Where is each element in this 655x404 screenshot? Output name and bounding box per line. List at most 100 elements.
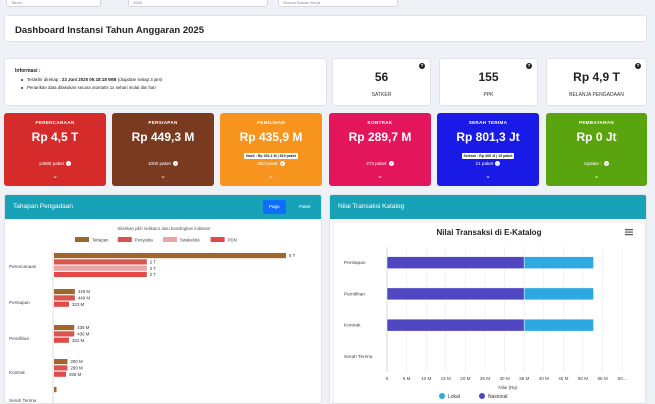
toggle-paket[interactable]: Paket	[293, 200, 317, 214]
category-amount: Rp 435,9 M	[239, 130, 303, 144]
bar-pdn	[54, 337, 69, 343]
tick-label: 45 M	[558, 376, 568, 381]
help-icon[interactable]: ?	[419, 63, 425, 69]
page-title: Dashboard Instansi Tahun Anggaran 2025	[15, 25, 204, 36]
bar-tahapan	[54, 253, 286, 259]
chevron-down-icon[interactable]: ⌄	[52, 173, 58, 180]
tahapan-chart: Silahkan pilih indikator atau bandingkan…	[9, 226, 296, 403]
bar-tahapan	[54, 289, 75, 295]
category-paket[interactable]: 13680 paket ›	[38, 161, 72, 167]
arrow-right-icon: ›	[495, 161, 501, 167]
category-paket[interactable]: Update : ›	[584, 161, 609, 167]
bar-penyedia	[54, 259, 147, 265]
bar-label: 436 M	[77, 325, 90, 330]
year-filter[interactable]: Tahun	[6, 0, 101, 7]
category-sub: Selesai : Rp 495 Jt | 19 paket	[461, 153, 515, 159]
legend-swatch	[210, 237, 225, 242]
category-label: Pemilihan	[9, 336, 30, 341]
info-line-schedule: Penarikan data dilakukan secara otomatis…	[21, 84, 162, 92]
tick-label: 30 M	[499, 376, 509, 381]
satker-filter[interactable]: Semua Satuan Kerja	[278, 0, 398, 7]
bar-label: 258 M	[69, 372, 82, 377]
category-paket[interactable]: 21 paket ›	[475, 161, 501, 167]
tick-label: 10 M	[421, 376, 431, 381]
chart-frame	[332, 221, 646, 403]
category-card-1[interactable]: PERSIAPAN Rp 449,3 M 1000 paket › ⌄	[112, 113, 214, 186]
tick-label: 25 M	[480, 376, 490, 381]
arrow-right-icon: ›	[603, 161, 609, 167]
stat-belanja: ? Rp 4,9 T BELANJA PENGADAAN	[546, 58, 647, 106]
arrow-right-icon: ›	[388, 161, 394, 167]
menu-icon	[625, 234, 633, 236]
category-label: Persiapan	[9, 300, 30, 305]
legend-swatch	[117, 237, 132, 242]
bar-pdn	[54, 371, 66, 377]
bar-nasional	[386, 318, 525, 332]
bar-pdn	[54, 271, 147, 278]
dashboard-header: Dashboard Instansi Tahun Anggaran 2025	[4, 15, 647, 42]
tick-label: 60...	[618, 376, 627, 381]
category-paket[interactable]: 273 paket ›	[366, 161, 394, 167]
chevron-down-icon[interactable]: ⌄	[377, 173, 383, 180]
bar-lokal	[523, 256, 594, 269]
chevron-down-icon[interactable]: ⌄	[593, 173, 600, 180]
category-paket[interactable]: 863 paket ›	[257, 161, 285, 167]
bar-label: 2 T	[150, 266, 157, 271]
tahapan-panel: Tahapan Pengadaan Pagu Paket Silahkan pi…	[4, 194, 322, 404]
chart-title: Nilai Transaksi di E-Katalog	[437, 228, 542, 237]
arrow-right-icon: ›	[173, 161, 178, 167]
chevron-down-icon[interactable]: ⌄	[160, 173, 166, 180]
category-amount: Rp 801,3 Jt	[456, 130, 520, 144]
arrow-right-icon: ›	[279, 161, 285, 167]
category-title: PERSIAPAN	[148, 120, 178, 125]
category-title: PEMILIHAN	[257, 120, 285, 125]
bar-label: 322 M	[72, 338, 85, 343]
bar-label: 323 M	[72, 302, 85, 307]
chevron-down-icon[interactable]: ⌄	[268, 173, 274, 180]
category-card-0[interactable]: PERENCANAAN Rp 4,5 T 13680 paket › ⌄	[4, 113, 106, 186]
stat-satker: ? 56 SATKER	[332, 58, 431, 106]
katalog-panel: Nilai Transaksi Katalog Nilai Transaksi …	[329, 194, 647, 404]
legend-swatch	[163, 237, 177, 242]
category-paket[interactable]: 1000 paket ›	[147, 161, 178, 167]
category-sub: Hasil : Rp 352,1 M | 819 paket	[244, 153, 298, 159]
category-amount: Rp 0 Jt	[576, 130, 617, 144]
category-card-5[interactable]: PEMBAYARAN Rp 0 Jt Update : › ⌄	[546, 113, 647, 186]
tick-label: 40 M	[539, 376, 549, 381]
bar-lokal	[523, 287, 594, 301]
category-label: Kontrak	[344, 323, 361, 329]
tick-label: 5 M	[403, 376, 411, 381]
category-label: Pemilihan	[344, 291, 365, 297]
info-heading: Informasi :	[15, 68, 41, 74]
help-icon[interactable]: ?	[635, 63, 641, 69]
bar-tahapan	[54, 359, 68, 365]
filter-bar: Tahun 2025 Semua Satuan Kerja	[0, 0, 655, 10]
tick-label: 20 M	[460, 376, 470, 381]
bar-penyedia	[54, 365, 68, 371]
year-value-filter[interactable]: 2025	[128, 0, 268, 7]
category-label: Persiapan	[344, 260, 366, 266]
category-card-4[interactable]: SERAH TERIMA Rp 801,3 Jt Selesai : Rp 495 …	[437, 113, 539, 186]
category-amount: Rp 449,3 M	[131, 130, 195, 144]
legend-label: Penyedia	[135, 238, 154, 243]
bar-label: 449 M	[78, 289, 91, 294]
tick-label: 55 M	[597, 376, 607, 381]
chevron-down-icon[interactable]: ⌄	[485, 173, 491, 180]
tick-label: 0	[386, 376, 389, 381]
menu-icon	[625, 229, 633, 231]
help-icon[interactable]: ?	[526, 63, 532, 69]
tick-label: 15 M	[441, 376, 451, 381]
bar-tahapan	[54, 325, 75, 331]
legend-label: Tahapan	[92, 238, 109, 243]
category-card-3[interactable]: KONTRAK Rp 289,7 M 273 paket › ⌄	[329, 113, 431, 186]
category-label: Serah Terima	[344, 354, 373, 360]
bar-label: 290 M	[70, 359, 83, 364]
bar-nasional	[386, 287, 525, 301]
chart-subtitle: Silahkan pilih indikator atau bandingkan…	[117, 226, 211, 231]
bar-swakelola	[54, 265, 147, 271]
legend-label: Lokal	[448, 394, 460, 400]
toggle-pagu[interactable]: Pagu	[263, 200, 286, 214]
info-line-updated: Terakhir direkap : 23 Juni 2025 06:18:18…	[21, 76, 162, 84]
tick-label: 50 M	[578, 376, 588, 381]
category-card-2[interactable]: PEMILIHAN Rp 435,9 M Hasil : Rp 352,1 M | …	[220, 113, 322, 186]
